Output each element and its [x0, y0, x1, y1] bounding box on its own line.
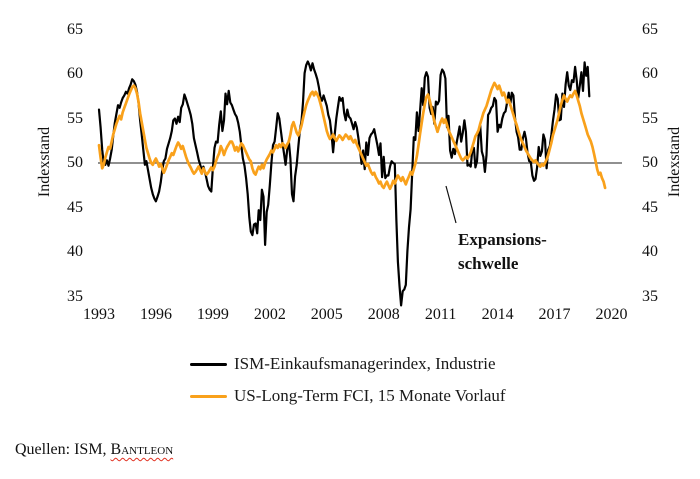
annotation-pointer-line — [445, 185, 457, 224]
source-brand: Bantleon — [110, 441, 174, 458]
x-axis-tick: 2005 — [310, 306, 343, 323]
x-axis-tick: 2014 — [481, 306, 514, 323]
legend-label-ism: ISM-Einkaufsmanagerindex, Industrie — [234, 354, 496, 373]
x-axis-tick: 1993 — [83, 306, 115, 323]
threshold-annotation: Expansions- schwelle — [458, 228, 547, 276]
y-axis-tick-left: 40 — [67, 243, 83, 260]
x-axis-tick: 1996 — [139, 306, 172, 323]
source-line: Quellen: ISM, Bantleon — [15, 441, 173, 459]
y-axis-tick-right: 35 — [642, 287, 658, 305]
y-axis-tick-left: 35 — [67, 287, 83, 305]
legend-item-fci: US-Long-Term FCI, 15 Monate Vorlauf — [190, 385, 506, 407]
fci-line — [97, 81, 607, 191]
y-axis-tick-right: 60 — [642, 65, 658, 82]
y-axis-title-right: Indexstand — [666, 126, 683, 198]
legend-label-fci: US-Long-Term FCI, 15 Monate Vorlauf — [234, 386, 506, 405]
y-axis-tick-left: 55 — [67, 109, 83, 127]
y-axis-tick-right: 50 — [642, 154, 658, 171]
legend-swatch-ism — [190, 362, 227, 366]
legend-item-ism: ISM-Einkaufsmanagerindex, Industrie — [190, 353, 506, 375]
y-axis-tick-right: 45 — [642, 198, 658, 216]
x-axis-tick: 2017 — [538, 306, 571, 323]
threshold-annotation-line-2: schwelle — [458, 254, 519, 273]
y-axis-tick-left: 50 — [67, 154, 83, 171]
y-axis-title-left: Indexstand — [36, 126, 53, 198]
threshold-annotation-line-1: Expansions- — [458, 230, 547, 249]
legend-swatch-fci — [190, 394, 227, 398]
y-axis-tick-left: 65 — [67, 20, 83, 38]
y-axis-tick-right: 40 — [642, 243, 658, 260]
y-axis-tick-left: 45 — [67, 198, 83, 216]
y-axis-tick-right: 65 — [642, 20, 658, 38]
y-axis-tick-left: 60 — [67, 65, 83, 82]
legend: ISM-Einkaufsmanagerindex, Industrie US-L… — [190, 353, 506, 417]
x-axis-tick: 2011 — [424, 306, 457, 323]
y-axis-tick-right: 55 — [642, 109, 658, 127]
x-axis-tick: 2002 — [253, 306, 286, 323]
x-axis-tick: 2008 — [367, 306, 400, 323]
x-axis-tick: 1999 — [196, 306, 229, 323]
x-axis-tick: 2020 — [595, 306, 628, 323]
source-prefix: Quellen: ISM, — [15, 441, 111, 458]
